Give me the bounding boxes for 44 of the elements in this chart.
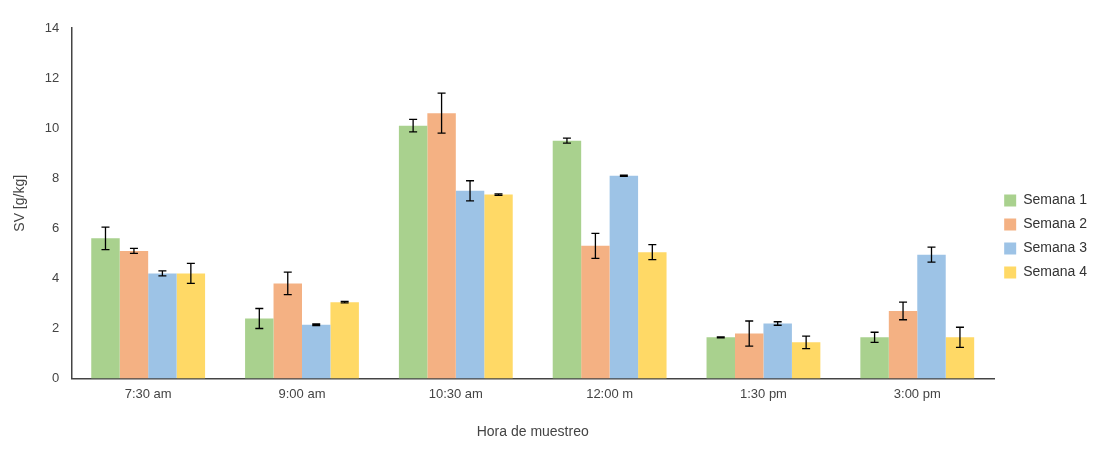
y-tick-label: 0 bbox=[52, 370, 60, 386]
bar bbox=[119, 250, 149, 379]
bar bbox=[484, 194, 513, 379]
bar bbox=[330, 302, 359, 379]
bar bbox=[273, 283, 302, 379]
bar bbox=[552, 140, 582, 379]
y-tick-label: 14 bbox=[44, 19, 60, 35]
y-tick-label: 2 bbox=[52, 320, 60, 336]
bar bbox=[176, 273, 206, 379]
x-tick-label: 12:00 m bbox=[586, 385, 634, 401]
legend-label: Semana 3 bbox=[1023, 239, 1088, 256]
x-tick-label: 1:30 pm bbox=[739, 385, 787, 401]
legend-label: Semana 4 bbox=[1023, 263, 1088, 280]
bar bbox=[148, 273, 177, 379]
bar bbox=[245, 318, 274, 379]
bar bbox=[888, 310, 918, 379]
bar bbox=[638, 252, 667, 379]
bar bbox=[791, 342, 821, 379]
bar bbox=[706, 337, 735, 379]
bar bbox=[455, 190, 485, 379]
y-tick-label: 12 bbox=[44, 69, 60, 85]
bar bbox=[734, 333, 764, 379]
bar bbox=[301, 324, 331, 379]
legend-label: Semana 2 bbox=[1023, 215, 1088, 232]
y-tick-label: 8 bbox=[52, 169, 60, 185]
bar bbox=[945, 337, 975, 379]
y-axis-title: SV [g/kg] bbox=[11, 174, 28, 232]
x-tick-label: 3:00 pm bbox=[893, 385, 941, 401]
x-axis-title: Hora de muestreo bbox=[476, 423, 589, 440]
legend-label: Semana 1 bbox=[1023, 191, 1088, 208]
bar bbox=[763, 323, 792, 379]
bar bbox=[91, 238, 120, 379]
y-tick-label: 10 bbox=[44, 119, 60, 135]
y-tick-label: 4 bbox=[52, 270, 60, 286]
x-tick-label: 9:00 am bbox=[278, 385, 326, 401]
x-tick-label: 7:30 am bbox=[124, 385, 172, 401]
x-tick-label: 10:30 am bbox=[428, 385, 483, 401]
bar bbox=[581, 245, 610, 379]
bar bbox=[609, 175, 639, 379]
bar bbox=[860, 337, 889, 379]
y-tick-label: 6 bbox=[52, 219, 60, 235]
bar bbox=[427, 113, 456, 379]
bar bbox=[398, 125, 428, 379]
bar bbox=[917, 254, 946, 379]
